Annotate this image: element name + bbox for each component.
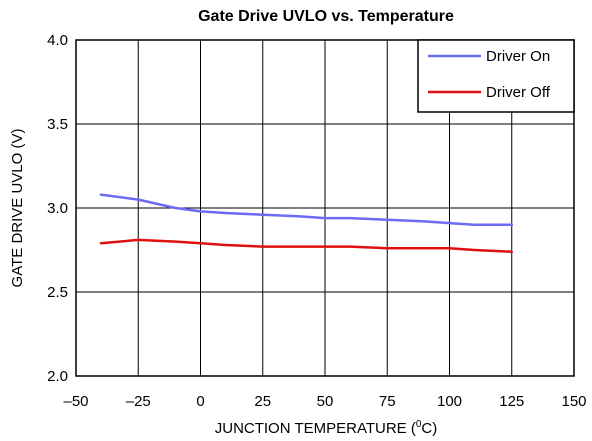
y-tick-label: 2.0 [47, 368, 68, 385]
y-tick-label: 3.0 [47, 200, 68, 217]
chart-title: Gate Drive UVLO vs. Temperature [198, 8, 454, 25]
y-tick-label: 3.5 [47, 116, 68, 133]
plot-frame [75, 39, 575, 377]
x-tick-label: –50 [63, 393, 88, 410]
x-axis-label-tail: C) [421, 420, 437, 437]
legend-label-driver-off: Driver Off [486, 84, 551, 101]
x-tick-label: 25 [254, 393, 271, 410]
x-ticks: –50 –25 0 25 50 75 100 125 150 [63, 393, 586, 410]
y-axis-label: GATE DRIVE UVLO (V) [9, 129, 26, 288]
x-axis-label-main: JUNCTION TEMPERATURE ( [215, 420, 416, 437]
x-tick-label: 50 [317, 393, 334, 410]
x-axis-label-sup: 0 [416, 419, 422, 430]
legend-label-driver-on: Driver On [486, 48, 550, 65]
series-line-driver-off [99, 238, 514, 253]
x-tick-label: 150 [561, 393, 586, 410]
x-tick-label: 100 [437, 393, 462, 410]
x-axis-label: JUNCTION TEMPERATURE (0C) [215, 419, 438, 437]
x-tick-label: 75 [379, 393, 396, 410]
y-tick-label: 2.5 [47, 284, 68, 301]
x-tick-label: 125 [499, 393, 524, 410]
legend: Driver On Driver Off [417, 39, 575, 113]
series-layer [99, 193, 514, 253]
y-tick-label: 4.0 [47, 32, 68, 49]
legend-box [417, 39, 575, 113]
series-line-driver-on [99, 193, 514, 227]
x-tick-label: 0 [196, 393, 204, 410]
x-tick-label: –25 [126, 393, 151, 410]
y-ticks: 2.0 2.5 3.0 3.5 4.0 [47, 32, 68, 385]
